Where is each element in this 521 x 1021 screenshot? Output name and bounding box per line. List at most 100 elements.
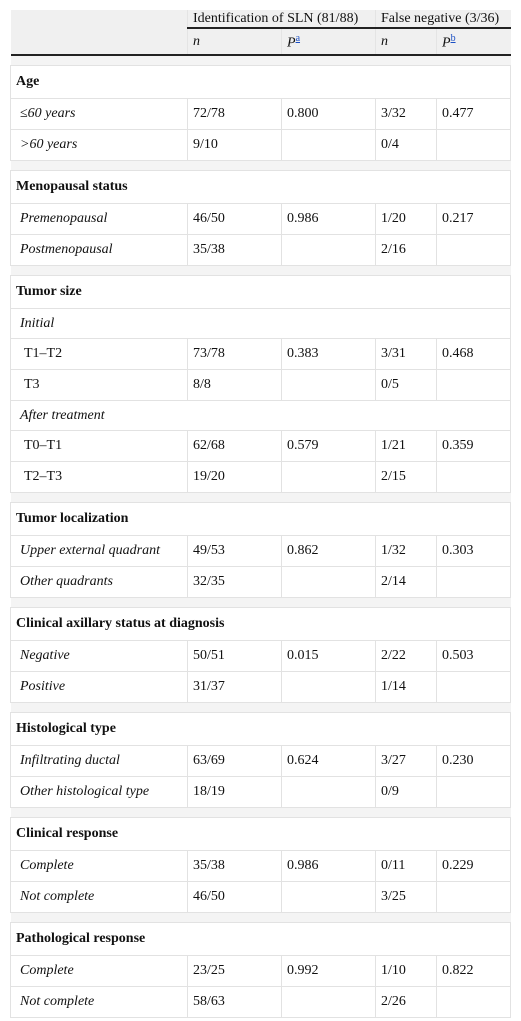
table-row: Other histological type 18/19 0/9 [10, 776, 511, 808]
cell-p-false-negative: 0.503 [436, 640, 511, 672]
cell-p-identification: 0.986 [281, 203, 376, 235]
section-header-row: Menopausal status [10, 170, 511, 204]
header-blank-cell [11, 10, 188, 28]
section-header-row: Tumor localization [10, 502, 511, 536]
spacer-cell [10, 492, 511, 503]
row-label: Premenopausal [10, 203, 188, 235]
header-n-false-negative: n [375, 28, 437, 56]
cell-n-false-negative: 2/16 [375, 234, 437, 266]
cell-p-identification: 0.862 [281, 535, 376, 567]
section-header-row: Clinical axillary status at diagnosis [10, 607, 511, 641]
cell-n-false-negative: 1/10 [375, 955, 437, 987]
section-spacer [10, 492, 511, 503]
spacer-cell [10, 807, 511, 818]
cell-p-false-negative: 0.468 [436, 338, 511, 370]
spacer-cell [10, 55, 511, 66]
cell-n-false-negative: 2/15 [375, 461, 437, 493]
spacer-cell [10, 160, 511, 171]
row-label: T0–T1 [10, 430, 188, 462]
row-label: Positive [10, 671, 188, 703]
table-row: >60 years 9/10 0/4 [10, 129, 511, 161]
spacer-cell [10, 912, 511, 923]
cell-n-identification: 49/53 [187, 535, 282, 567]
cell-p-identification: 0.986 [281, 850, 376, 882]
cell-n-false-negative: 3/27 [375, 745, 437, 777]
section-header-row: Histological type [10, 712, 511, 746]
cell-n-false-negative: 3/25 [375, 881, 437, 913]
cell-n-identification: 9/10 [187, 129, 282, 161]
cell-n-false-negative: 0/5 [375, 369, 437, 401]
section-spacer [10, 597, 511, 608]
footnote-a-link[interactable]: a [295, 33, 301, 45]
header-row-columns: n Pa n Pb [10, 28, 511, 56]
cell-n-identification: 46/50 [187, 203, 282, 235]
cell-p-false-negative [436, 129, 511, 161]
section-title: Menopausal status [10, 170, 511, 204]
cell-n-identification: 23/25 [187, 955, 282, 987]
row-label: >60 years [10, 129, 188, 161]
table-row: Positive 31/37 1/14 [10, 671, 511, 703]
cell-p-identification: 0.383 [281, 338, 376, 370]
section-title: Age [10, 65, 511, 99]
table-row: Postmenopausal 35/38 2/16 [10, 234, 511, 266]
header-p-false-negative: Pb [436, 28, 511, 56]
row-label: Other histological type [10, 776, 188, 808]
table-row: Infiltrating ductal 63/69 0.624 3/27 0.230 [10, 745, 511, 777]
cell-n-false-negative: 2/26 [375, 986, 437, 1018]
section-header-row: Age [10, 65, 511, 99]
cell-p-identification [281, 671, 376, 703]
cell-n-identification: 19/20 [187, 461, 282, 493]
header-group-identification: Identification of SLN (81/88) [187, 10, 376, 29]
section-header-row: Pathological response [10, 922, 511, 956]
cell-p-identification: 0.992 [281, 955, 376, 987]
spacer-cell [10, 265, 511, 276]
table-row: ≤60 years 72/78 0.800 3/32 0.477 [10, 98, 511, 130]
section-spacer [10, 265, 511, 276]
section-title: Clinical axillary status at diagnosis [10, 607, 511, 641]
cell-p-identification [281, 234, 376, 266]
cell-n-identification: 46/50 [187, 881, 282, 913]
section-spacer [10, 807, 511, 818]
cell-n-identification: 73/78 [187, 338, 282, 370]
row-label: Infiltrating ductal [10, 745, 188, 777]
section-title: Tumor localization [10, 502, 511, 536]
cell-n-identification: 63/69 [187, 745, 282, 777]
cell-n-false-negative: 1/21 [375, 430, 437, 462]
row-label: T2–T3 [10, 461, 188, 493]
cell-p-identification [281, 776, 376, 808]
cell-p-false-negative [436, 369, 511, 401]
cell-n-identification: 62/68 [187, 430, 282, 462]
row-label: T3 [10, 369, 188, 401]
table-row: Upper external quadrant 49/53 0.862 1/32 0.3… [10, 535, 511, 567]
cell-p-identification [281, 129, 376, 161]
header-group-false-negative: False negative (3/36) [375, 10, 511, 29]
table-row: Premenopausal 46/50 0.986 1/20 0.217 [10, 203, 511, 235]
table-row: Complete 35/38 0.986 0/11 0.229 [10, 850, 511, 882]
section-spacer [10, 912, 511, 923]
table-row: Other quadrants 32/35 2/14 [10, 566, 511, 598]
header-p-label: P [442, 35, 451, 51]
header-blank-cell [10, 28, 188, 56]
row-label: T1–T2 [10, 338, 188, 370]
cell-n-identification: 50/51 [187, 640, 282, 672]
subgroup-title: Initial [10, 308, 511, 339]
table-row: T0–T1 62/68 0.579 1/21 0.359 [10, 430, 511, 462]
cell-p-identification: 0.800 [281, 98, 376, 130]
spacer-cell [10, 702, 511, 713]
cell-p-false-negative: 0.477 [436, 98, 511, 130]
cell-p-identification: 0.015 [281, 640, 376, 672]
subgroup-header-row: After treatment [10, 400, 511, 431]
table-row: T3 8/8 0/5 [10, 369, 511, 401]
section-header-row: Clinical response [10, 817, 511, 851]
cell-n-identification: 31/37 [187, 671, 282, 703]
cell-p-false-negative: 0.359 [436, 430, 511, 462]
cell-p-false-negative: 0.230 [436, 745, 511, 777]
footnote-b-link[interactable]: b [450, 33, 456, 45]
cell-p-false-negative [436, 776, 511, 808]
cell-p-identification [281, 369, 376, 401]
cell-n-identification: 58/63 [187, 986, 282, 1018]
row-label: ≤60 years [10, 98, 188, 130]
cell-p-identification [281, 986, 376, 1018]
table-row: Not complete 58/63 2/26 [10, 986, 511, 1018]
section-spacer [10, 702, 511, 713]
